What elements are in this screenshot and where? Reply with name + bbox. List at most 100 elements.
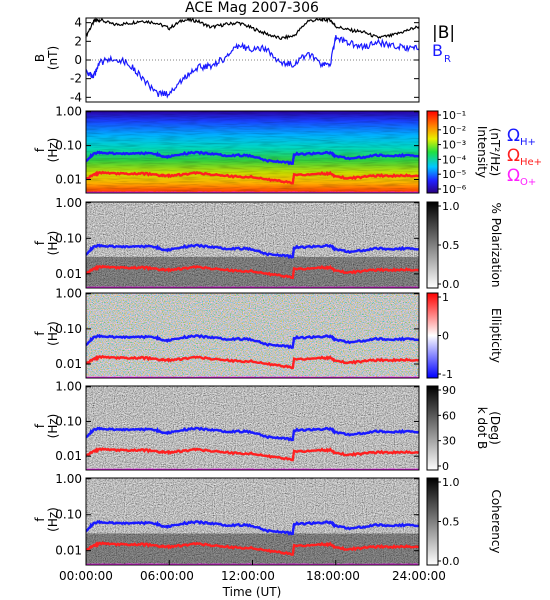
plot-frame (85, 110, 420, 194)
colorbar-tick-label: 60 (442, 409, 456, 422)
omega-He-line (86, 354, 419, 370)
plot-area (86, 18, 419, 102)
colorbar-tick-label: 90 (442, 384, 456, 397)
y-axis-unit: (Hz) (46, 231, 60, 256)
colorbar-tick-label: 10⁻⁴ (442, 153, 467, 166)
legend-B-total: |B| (432, 23, 455, 43)
plot-frame (85, 201, 420, 289)
x-tick-label: 00:00:00 (59, 569, 113, 583)
panel-coherency: f (Hz) 1.00 0.10 0.01 1.0 0.5 0.0 Coherency (33, 472, 503, 568)
colorbar-label: % Polarization (489, 203, 503, 288)
y-axis-label: f (33, 147, 47, 152)
colorbar-tick-label: 0.0 (442, 278, 460, 291)
omega-H-line (86, 243, 419, 259)
y-axis-label: B (33, 54, 47, 62)
y-axis-unit: (Hz) (46, 138, 60, 163)
colorbar-label: Ellipticity (489, 308, 503, 363)
colorbar-unit: (Deg) (488, 411, 502, 445)
colorbar-label: Coherency (489, 489, 503, 553)
heatmap-area (86, 293, 419, 378)
y-tick-label: -2 (70, 72, 82, 86)
y-tick-label: -4 (70, 90, 82, 104)
heatmap-area (86, 386, 419, 470)
plot-frame (85, 17, 420, 103)
legend-H-subscript: H+ (520, 137, 536, 148)
colorbar-tick-label: 30 (442, 435, 456, 448)
y-tick-label: 0.10 (55, 322, 82, 336)
x-tick-label: 12:00:00 (221, 569, 275, 583)
y-tick-label: 0 (74, 53, 82, 67)
colorbar (426, 292, 439, 379)
y-axis-label: f (33, 240, 47, 245)
colorbar (426, 201, 439, 289)
y-tick-label: 0.01 (55, 267, 82, 281)
y-tick-label: 0.01 (55, 173, 82, 187)
colorbar-label: k dot B (475, 407, 489, 449)
legend-H-symbol: Ω (507, 126, 520, 146)
omega-H-line (86, 333, 419, 350)
x-tick-label: 18:00:00 (306, 569, 360, 583)
y-tick-label: 0.01 (55, 544, 82, 558)
y-tick-label: 0.10 (55, 139, 82, 153)
colorbar-tick-label: 1.0 (442, 476, 460, 489)
colorbar-tick-label: 0 (442, 330, 449, 343)
colorbar-tick-label: 0 (442, 460, 449, 473)
series-line-B-total (85, 16, 420, 41)
y-axis-label: f (33, 423, 47, 428)
omega-He-line (86, 447, 419, 462)
y-tick-label: 1.00 (55, 472, 82, 486)
heatmap-area (86, 478, 419, 565)
omega-H-line (86, 426, 419, 442)
colorbar-tick-label: 10⁻² (442, 124, 466, 137)
y-tick-label: 0.01 (55, 357, 82, 371)
y-tick-label: 0.10 (55, 414, 82, 428)
y-axis-label: f (33, 331, 47, 336)
y-tick-label: 1.00 (55, 287, 82, 301)
heatmap-area (86, 111, 419, 193)
colorbar-tick-label: 10⁻⁶ (442, 183, 467, 196)
legend-B-R: B (432, 41, 443, 60)
colorbar-tick-label: 1 (442, 291, 449, 304)
plot-frame (85, 385, 420, 471)
y-axis-unit: (Hz) (46, 321, 60, 346)
omega-He-line (86, 264, 419, 279)
chart-title: ACE Mag 2007-306 (185, 0, 319, 16)
y-tick-label: 4 (74, 16, 82, 30)
omega-He-line (86, 170, 419, 185)
y-axis-unit: (nT) (46, 46, 60, 70)
y-tick-label: 1.00 (55, 105, 82, 119)
legend-O-symbol: Ω (507, 166, 520, 186)
x-tick-label: 24:00:00 (392, 569, 446, 583)
legend-B-R-subscript: R (444, 54, 451, 65)
omega-H-line (86, 519, 419, 536)
colorbar-tick-label: 10⁻⁵ (442, 168, 466, 181)
legend-He-subscript: He+ (520, 157, 542, 168)
legend-O-subscript: O+ (520, 177, 536, 188)
y-tick-label: 0.10 (55, 231, 82, 245)
panel-power-spectrum: f (Hz) 1.00 0.10 0.01 10⁻¹ 10⁻² 10⁻³10⁻⁴ 10⁻⁵ 10⁻… (33, 105, 542, 196)
heatmap-area (86, 202, 419, 288)
panels: B (nT)420-2-4|B|B Rf (Hz)1.000.100.0110⁻¹10… (33, 16, 542, 568)
plot-frame (85, 292, 420, 379)
legend-He-symbol: Ω (507, 146, 520, 166)
y-tick-label: 0.10 (55, 508, 82, 522)
panel-polarization: f (Hz) 1.00 0.10 0.01 1.0 0.5 0.0 % Polarization (33, 196, 503, 291)
colorbar-tick-label: 1.0 (442, 200, 460, 213)
colorbar-tick-label: 10⁻³ (442, 139, 466, 152)
colorbar (426, 110, 439, 194)
panel-wave-normal-angle: f (Hz) 1.00 0.10 0.01 90 60 30 0 k dot B (Deg) (33, 380, 502, 473)
colorbar-tick-label: 10⁻¹ (442, 109, 466, 122)
x-tick-label: 06:00:00 (140, 569, 194, 583)
omega-H-line (86, 150, 419, 166)
y-tick-label: 0.01 (55, 449, 82, 463)
y-axis-label: f (33, 517, 47, 522)
x-axis: 00:00:00 06:00:00 12:00:00 18:00:00 24:0… (59, 569, 446, 599)
colorbar (426, 477, 439, 566)
colorbar-unit: (nT²/Hz) (488, 128, 502, 176)
colorbar-tick-label: -1 (442, 368, 453, 381)
omega-He-line (86, 541, 419, 556)
x-axis-label: Time (UT) (222, 585, 282, 599)
y-tick-label: 1.00 (55, 380, 82, 394)
y-tick-label: 2 (74, 34, 82, 48)
